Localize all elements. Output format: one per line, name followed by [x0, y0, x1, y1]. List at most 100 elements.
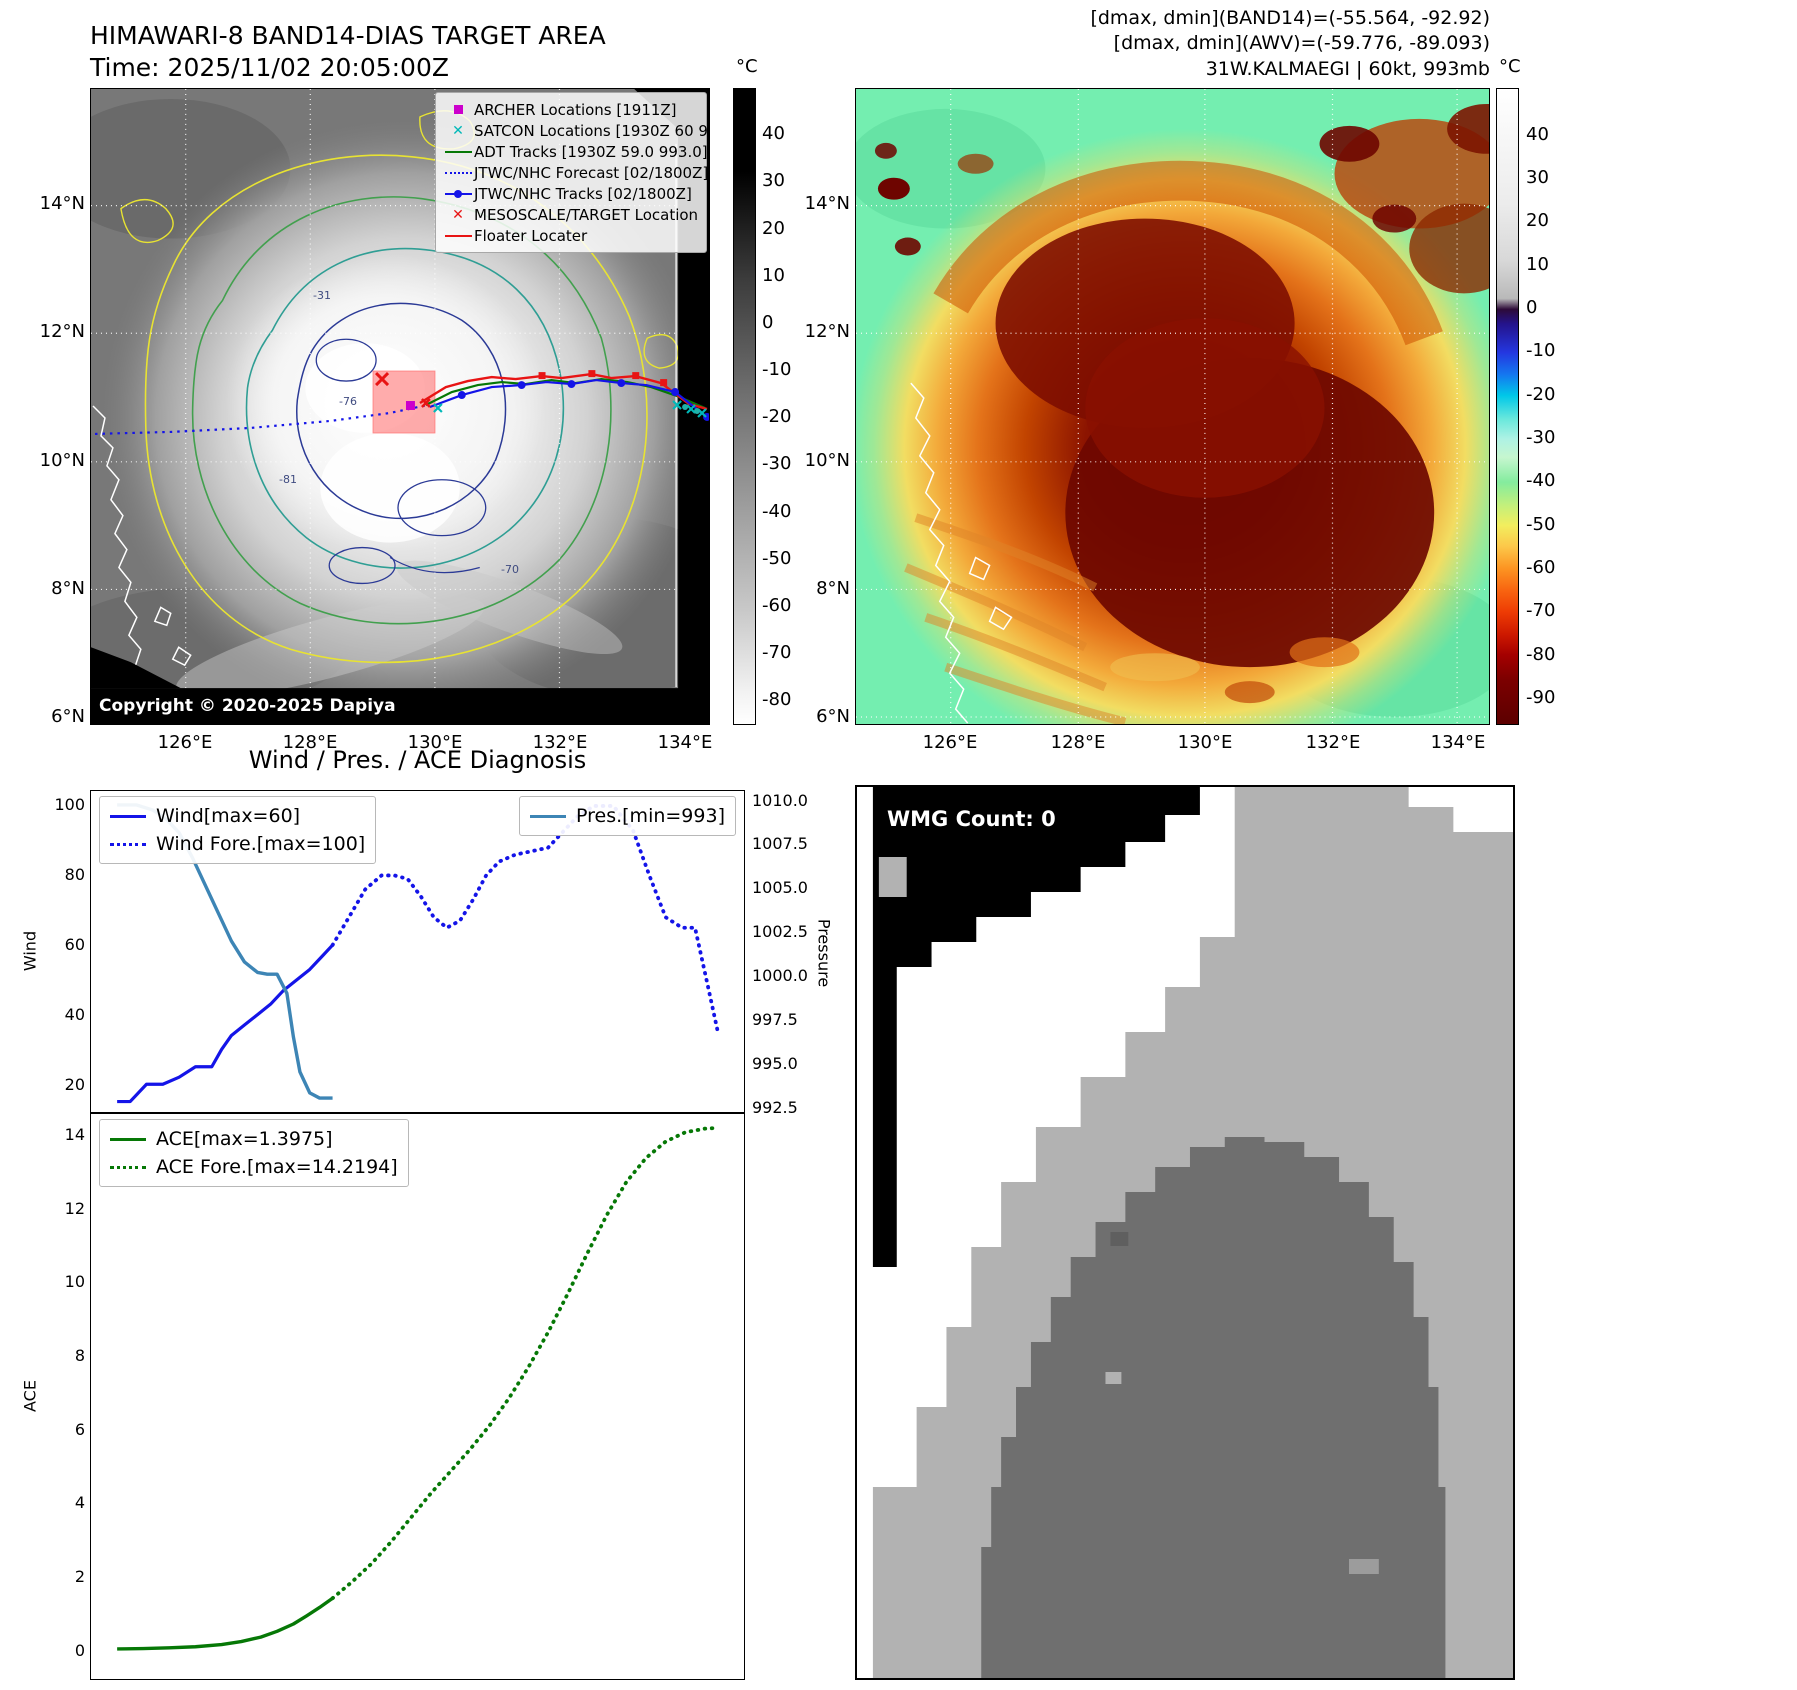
- pressure-ytick: 1007.5: [752, 834, 808, 854]
- awv-colorbar-tick: -90: [1526, 687, 1556, 708]
- band14-colorbar-tick: -10: [762, 359, 792, 381]
- awv-colorbar-tick: -60: [1526, 557, 1556, 578]
- wmg-panel: WMG Count: 0: [855, 785, 1515, 1680]
- ace-line-sample: [110, 1137, 146, 1141]
- awv-colorbar-tick: -50: [1526, 513, 1556, 535]
- ace-ytick: 12: [64, 1198, 85, 1218]
- wmg-count-badge: WMG Count: 0: [873, 803, 1070, 835]
- ace-forecast-line-sample: [110, 1165, 146, 1169]
- band14-colorbar-tick: -20: [762, 406, 792, 428]
- pressure-line-sample: [530, 814, 566, 818]
- contour-label: -81: [279, 473, 297, 486]
- ir-texture: [91, 98, 709, 718]
- coastline: [92, 405, 192, 682]
- diagnosis-title: Wind / Pres. / ACE Diagnosis: [248, 746, 587, 774]
- legend-label: SATCON Locations [1930Z 60 987]: [474, 121, 710, 140]
- awv-colorbar-tick: 0: [1526, 297, 1538, 318]
- band14-lon-tick: 132°E: [532, 732, 588, 753]
- legend-label: ARCHER Locations [1911Z]: [474, 100, 677, 119]
- awv-header: [dmax, dmin](BAND14)=(-55.564, -92.92) […: [900, 6, 1490, 82]
- pressure-legend: Pres.[min=993]: [519, 796, 736, 836]
- dmax-dmin-awv: [dmax, dmin](AWV)=(-59.776, -89.093): [1113, 32, 1490, 55]
- band14-map: -31 -76 -81 -70 ARCHER Locations [1911Z]…: [90, 88, 710, 725]
- awv-colorbar: [1496, 88, 1519, 725]
- band14-colorbar-tick: -40: [762, 500, 792, 522]
- pressure-ytick: 992.5: [752, 1097, 798, 1117]
- awv-cloud-field: [856, 103, 1489, 724]
- band14-title-line2: Time: 2025/11/02 20:05:00Z: [90, 53, 449, 82]
- awv-colorbar-unit: °C: [1499, 56, 1521, 77]
- ir-contours: [120, 110, 679, 664]
- jtwc-tracks-legend-marker: [442, 186, 474, 202]
- wind-ytick: 80: [64, 865, 85, 885]
- ace-ytick: 0: [74, 1640, 85, 1660]
- copyright-text: Copyright © 2020-2025 Dapiya: [99, 696, 396, 716]
- ace-ytick: 6: [74, 1419, 85, 1439]
- contour-label: -70: [501, 563, 519, 576]
- band14-lat-tick: 10°N: [39, 449, 85, 471]
- chart-series: [117, 943, 334, 1104]
- coastline: [910, 382, 1013, 724]
- storm-id-intensity: 31W.KALMAEGI | 60kt, 993mb: [1205, 57, 1490, 80]
- awv-colorbar-tick: 30: [1526, 167, 1549, 188]
- band14-lon-tick: 130°E: [407, 732, 463, 753]
- awv-colorbar-tick: -80: [1526, 643, 1556, 665]
- band14-colorbar-tick: 20: [762, 217, 785, 239]
- satcon-legend-marker: ✕: [452, 122, 464, 139]
- band14-colorbar-tick: -60: [762, 595, 792, 617]
- wind-forecast-line-sample: [110, 842, 146, 846]
- pressure-ytick: 1010.0: [752, 790, 808, 810]
- wind-forecast-legend-label: Wind Fore.[max=100]: [156, 833, 366, 855]
- ace-ytick: 2: [74, 1566, 85, 1586]
- band14-lon-tick: 126°E: [157, 732, 213, 753]
- band14-lon-tick: 134°E: [657, 732, 713, 753]
- chart-series: [330, 1126, 720, 1601]
- awv-map: [855, 88, 1490, 725]
- ace-ytick: 4: [74, 1493, 85, 1513]
- ace-forecast-legend-label: ACE Fore.[max=14.2194]: [156, 1156, 398, 1178]
- jtwc-forecast-legend-marker: [442, 165, 474, 181]
- awv-lon-tick: 134°E: [1430, 732, 1486, 753]
- band14-colorbar-tick: -70: [762, 642, 792, 664]
- awv-grid: [856, 89, 1489, 724]
- band14-colorbar-unit: °C: [736, 56, 758, 77]
- awv-colorbar-tick: -40: [1526, 470, 1556, 492]
- pressure-ytick: 1000.0: [752, 966, 808, 986]
- adt-track: [425, 377, 706, 410]
- wind-ytick: 40: [64, 1005, 85, 1024]
- awv-lon-tick: 126°E: [922, 732, 978, 753]
- band14-title: HIMAWARI-8 BAND14-DIAS TARGET AREA Time:…: [90, 20, 606, 84]
- ace-axis-label: ACE: [20, 1380, 40, 1412]
- awv-lon-tick: 130°E: [1177, 732, 1233, 753]
- awv-lat-tick: 8°N: [816, 577, 850, 599]
- wmg-dark-gray-region: [981, 1137, 1446, 1678]
- ace-ytick: 10: [64, 1272, 85, 1292]
- band14-lat-tick: 6°N: [51, 705, 85, 727]
- legend-label: MESOSCALE/TARGET Location: [474, 205, 699, 224]
- wind-line-sample: [110, 814, 146, 818]
- wind-ytick: 60: [64, 935, 85, 955]
- chart-series: [330, 804, 720, 1034]
- band14-colorbar-tick: 0: [762, 311, 774, 333]
- awv-lat-tick: 12°N: [804, 321, 850, 343]
- mesoscale-target-x: [375, 372, 390, 387]
- legend-label: Floater Locater: [474, 226, 588, 245]
- ace-plot: [117, 1126, 720, 1651]
- awv-lat-tick: 14°N: [804, 193, 850, 215]
- wind-pressure-chart: Wind[max=60] Wind Fore.[max=100] Pres.[m…: [90, 790, 745, 1113]
- ace-legend: ACE[max=1.3975] ACE Fore.[max=14.2194]: [99, 1119, 409, 1187]
- archer-legend-marker: [442, 102, 474, 118]
- awv-colorbar-tick: 40: [1526, 123, 1549, 145]
- contour-label: -31: [313, 289, 331, 302]
- band14-title-line1: HIMAWARI-8 BAND14-DIAS TARGET AREA: [90, 21, 606, 50]
- band14-legend: ARCHER Locations [1911Z] ✕ SATCON Locatio…: [435, 92, 710, 253]
- band14-colorbar-tick: 40: [762, 123, 785, 145]
- adt-legend-marker: [442, 144, 474, 160]
- band14-lat-tick: 12°N: [39, 321, 85, 343]
- band14-colorbar-tick: -30: [762, 453, 792, 475]
- awv-colorbar-tick: 10: [1526, 253, 1549, 275]
- contour-label: -76: [339, 395, 357, 408]
- awv-satellite-image: [856, 89, 1489, 724]
- wmg-mask-image: [857, 787, 1513, 1678]
